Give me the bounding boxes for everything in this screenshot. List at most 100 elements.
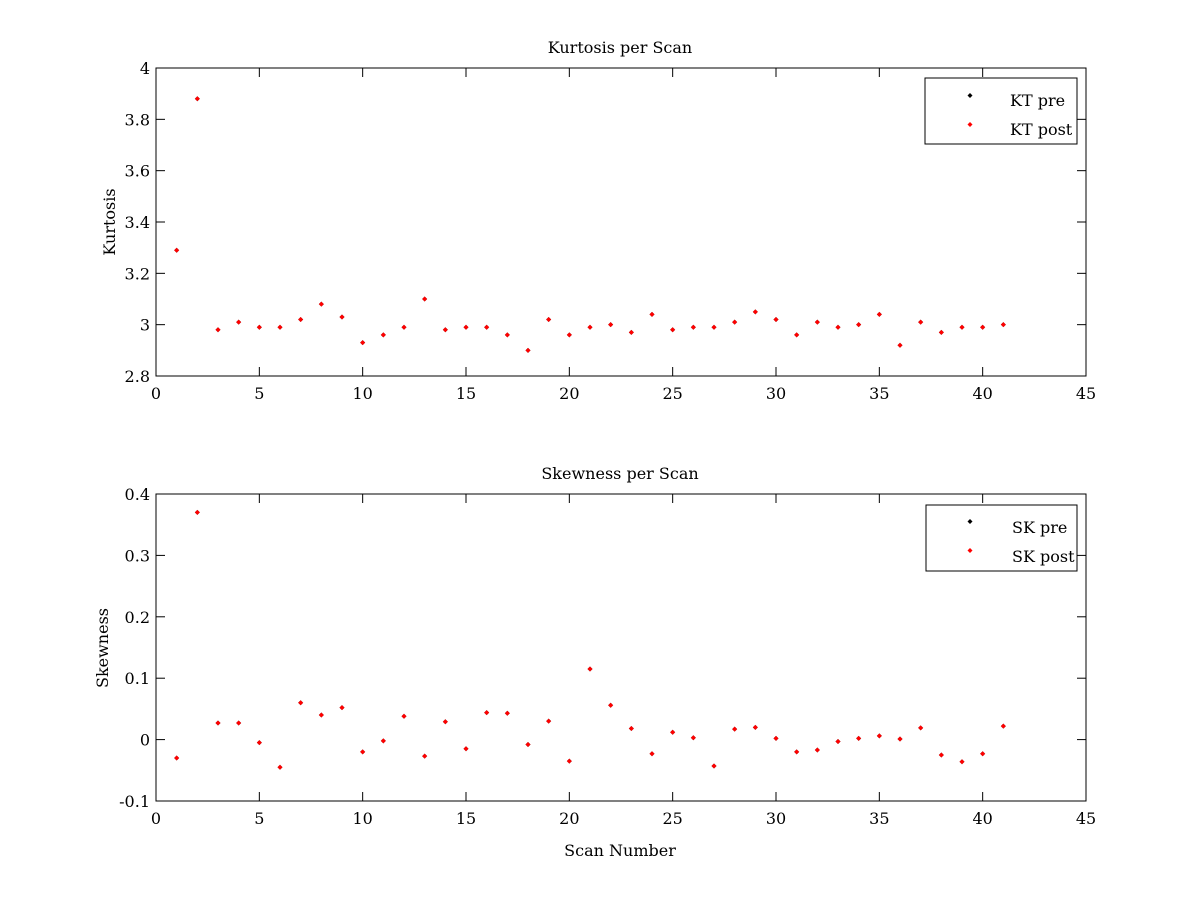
data-point-post [236,319,242,325]
data-point-post [670,729,676,735]
x-tick-label: 0 [151,384,161,403]
y-tick-label: 3.6 [125,162,150,181]
legend-box [925,504,1078,572]
chart-title: Kurtosis per Scan [548,38,692,57]
y-tick-label: 3.4 [125,213,150,232]
kurtosis-chart: Kurtosis per Scan Kurtosis 0 5 10 15 20 25 30 3… [100,38,1096,403]
data-point-post [980,324,986,330]
y-axis-ticks: 2.8 3 3.2 3.4 3.6 3.8 4 [125,59,1086,386]
data-point-post [732,726,738,732]
x-tick-label: 20 [559,384,579,403]
data-point-post [277,324,283,330]
plot-frame [155,493,1087,802]
data-point-post [360,749,366,755]
data-point-post [463,324,469,330]
data-point-post [256,740,262,746]
data-point-post [194,96,200,102]
legend-label-post: KT post [1010,120,1073,139]
skewness-chart: Skewness per Scan Skewness Scan Number 0… [93,464,1096,860]
data-point-post [835,324,841,330]
data-point-post [1000,723,1006,729]
data-point-post [442,327,448,333]
data-point-post [484,710,490,716]
data-point-post [360,340,366,346]
x-tick-label: 5 [254,809,264,828]
data-point-post [339,705,345,711]
x-axis-ticks: 0 5 10 15 20 25 30 35 40 45 [151,68,1096,403]
data-point-post [587,666,593,672]
data-point-post [587,324,593,330]
data-point-post [380,332,386,338]
data-point-post [380,738,386,744]
y-axis-label: Kurtosis [100,188,119,255]
data-point-post [339,314,345,320]
data-point-post [938,752,944,758]
x-tick-label: 10 [352,384,372,403]
x-tick-label: 10 [352,809,372,828]
data-point-post [525,347,531,353]
data-point-post [215,720,221,726]
y-tick-label: 0 [140,731,150,750]
data-point-post [236,720,242,726]
data-point-post [463,746,469,752]
data-point-post [897,342,903,348]
data-point-post [318,301,324,307]
data-point-post [546,317,552,323]
data-point-post [918,319,924,325]
data-point-post [876,733,882,739]
data-point-post [959,759,965,765]
data-point-post [649,311,655,317]
x-tick-label: 0 [151,809,161,828]
data-point-post [835,738,841,744]
y-tick-label: 0.2 [125,608,150,627]
x-tick-label: 40 [972,809,992,828]
data-point-post [504,332,510,338]
data-point-post [504,710,510,716]
x-axis-label: Scan Number [564,841,676,860]
data-point-post [773,317,779,323]
data-point-post [298,700,304,706]
data-point-post [732,319,738,325]
data-point-post [794,332,800,338]
y-tick-label: -0.1 [119,792,150,811]
y-tick-label: 3.8 [125,110,150,129]
y-tick-label: 0.1 [125,669,150,688]
x-tick-label: 25 [662,384,682,403]
data-point-post [174,247,180,253]
x-tick-label: 25 [662,809,682,828]
data-point-post [422,753,428,759]
y-tick-label: 3 [140,316,150,335]
data-point-post [649,751,655,757]
x-tick-label: 45 [1076,384,1096,403]
data-point-post [794,749,800,755]
data-point-post [628,726,634,732]
data-point-post [773,735,779,741]
chart-title: Skewness per Scan [541,464,698,483]
data-point-post [670,327,676,333]
legend-label-post: SK post [1012,547,1075,566]
legend-marker-post [967,548,973,553]
y-axis-label: Skewness [93,608,112,688]
data-point-post [277,764,283,770]
data-point-post [628,329,634,335]
data-points [174,96,1006,353]
y-tick-label: 0.3 [125,546,150,565]
legend-label-pre: SK pre [1012,518,1067,537]
data-point-post [174,755,180,761]
data-point-post [422,296,428,302]
x-tick-label: 45 [1076,809,1096,828]
data-point-post [814,319,820,325]
plot-frame [155,67,1087,377]
data-point-post [856,735,862,741]
legend: SK pre SK post [925,504,1078,572]
y-tick-label: 3.2 [125,264,150,283]
data-point-post [980,751,986,757]
legend-marker-pre [967,519,973,524]
data-point-post [318,712,324,718]
data-point-post [711,324,717,330]
data-point-post [298,317,304,323]
data-point-post [959,324,965,330]
data-point-post [690,324,696,330]
